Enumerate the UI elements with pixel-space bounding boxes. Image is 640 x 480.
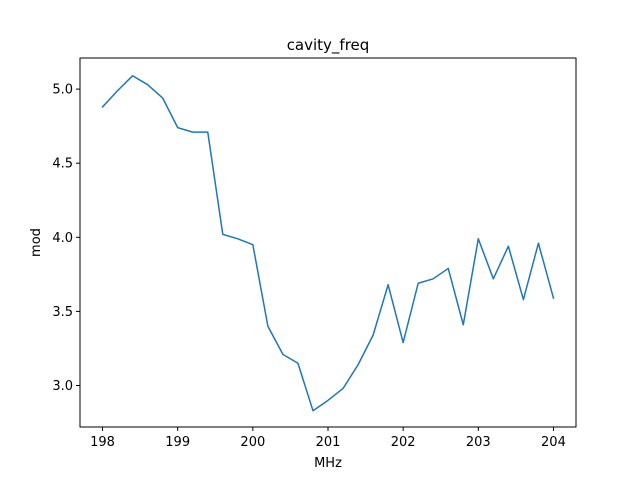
y-tick-label: 3.5 [52,305,73,320]
x-tick-label: 198 [90,435,115,450]
y-axis: 3.0 3.5 4.0 4.5 5.0 [52,83,80,394]
y-tick-label: 3.0 [52,379,73,394]
x-tick-label: 201 [316,435,341,450]
x-tick-label: 200 [240,435,265,450]
x-tick-label: 203 [466,435,491,450]
series-layer [101,75,555,412]
x-tick-label: 202 [391,435,416,450]
x-axis: 198 199 200 201 202 203 204 [90,427,566,450]
plot-area [80,58,576,427]
x-tick-label: 199 [165,435,190,450]
y-tick-label: 4.0 [52,231,73,246]
y-tick-label: 5.0 [52,83,73,98]
y-tick-label: 4.5 [52,157,73,172]
plot-frame [79,57,577,428]
chart-title: cavity_freq [287,36,370,55]
x-axis-label: MHz [314,456,342,471]
y-axis-label: mod [29,228,44,257]
series-line [101,75,555,412]
x-tick-label: 204 [541,435,566,450]
